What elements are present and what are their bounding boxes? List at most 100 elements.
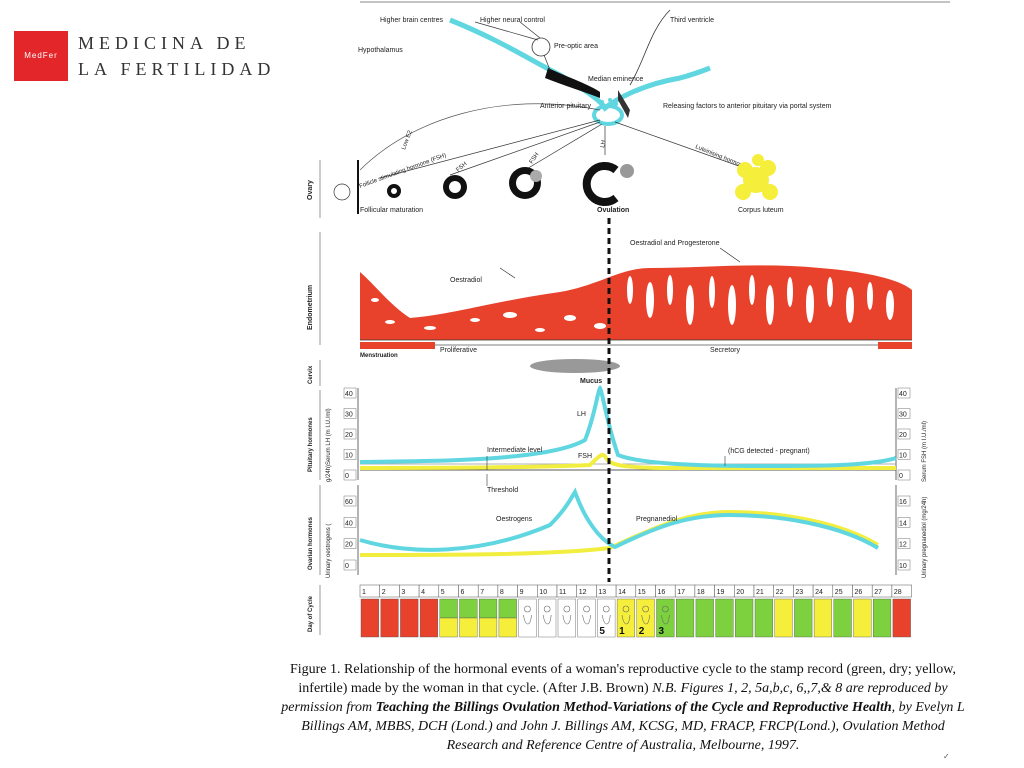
mucus-label: Mucus	[580, 378, 602, 385]
stamp-green	[676, 598, 695, 638]
caption-book-title: Teaching the Billings Ovulation Method-V…	[375, 700, 892, 715]
day-number: 13	[598, 589, 606, 596]
stamp-baby	[518, 598, 537, 638]
stamp-baby	[636, 598, 655, 638]
pituitary-y-left-label: g/24h)Serum LH (m I.U./ml)	[326, 408, 332, 482]
baby-icon-body	[601, 614, 611, 625]
ovarian-right-tick-box	[897, 538, 911, 549]
low-e2-label: Low E2	[401, 129, 414, 150]
pituitary-y-right-label: Serum FSH (m I.U./ml)	[922, 421, 928, 482]
caption-part-4: , by Evelyn L Billings AM, MBBS, DCH (Lo…	[301, 700, 965, 753]
lh-curve	[359, 385, 897, 469]
stamp-green	[695, 598, 714, 638]
day-number: 20	[736, 589, 744, 596]
stamp-green	[873, 598, 892, 638]
stamp-red	[400, 598, 419, 638]
ovarian-right-tick-label: 16	[899, 499, 907, 506]
baby-icon-body	[582, 614, 591, 625]
pituitary-right-tick-box	[897, 428, 911, 440]
corpus-luteum-icon	[735, 154, 778, 200]
pituitary-left-tick-label: 40	[345, 391, 353, 398]
ovarian-right-tick-box	[897, 495, 911, 507]
higher-neural-control-label: Higher neural control	[480, 17, 545, 24]
oestradiol-progesterone-label: Oestradiol and Progesterone	[630, 240, 720, 247]
stamp-yellow	[498, 617, 517, 638]
pituitary-left-tick-label: 0	[345, 473, 349, 480]
stamp-mark: 5	[599, 626, 605, 637]
stamp-green	[735, 598, 754, 638]
ovarian-y-right-label: Urinary pregnanediol (mg/24h)	[922, 497, 928, 578]
fsh-label: FSH	[578, 453, 592, 460]
stamp-yellow	[853, 598, 872, 638]
fsh-curve	[359, 452, 896, 470]
lh-label-top: LH	[600, 140, 607, 149]
stamp-mark: 1	[619, 626, 625, 637]
stamp-yellow	[813, 598, 832, 638]
pituitary-section: Pituitary hormones g/24h)Serum LH (m I.U…	[308, 385, 928, 494]
endometrium-shape	[360, 265, 912, 340]
brand-name-line-2: LA FERTILIDAD	[78, 59, 276, 79]
releasing-factors-label: Releasing factors to anterior pituitary …	[663, 103, 832, 110]
day-number: 12	[579, 589, 587, 596]
menstruation-bar	[360, 342, 435, 349]
baby-icon	[583, 605, 590, 613]
brand-logo-text: MedFer	[24, 51, 58, 60]
fsh-label-3: FSH	[529, 152, 541, 165]
stamp-yellow	[478, 617, 498, 638]
cervix-section: Cervix Mucus	[308, 359, 620, 386]
menstruation-bar-end	[878, 342, 912, 349]
pituitary-left-tick-label: 10	[345, 453, 353, 460]
oestradiol-label: Oestradiol	[450, 277, 482, 284]
stamp-green	[833, 598, 852, 638]
pituitary-right-tick-box	[897, 449, 911, 460]
baby-icon-body	[641, 614, 650, 625]
stamp-yellow	[459, 617, 478, 638]
reproductive-cycle-diagram: Higher brain centres Higher neural contr…	[307, 1, 950, 638]
ovarian-right-tick-box	[897, 517, 911, 528]
anterior-pituitary-label: Anterior pituitary	[540, 103, 591, 110]
pituitary-left-tick-label: 20	[345, 432, 353, 439]
pituitary-right-tick-box	[897, 469, 911, 481]
pituitary-right-tick-box	[897, 408, 911, 419]
fsh-label-2: FSH	[455, 161, 468, 173]
day-number: 28	[894, 589, 902, 596]
day-number: 5	[441, 589, 445, 596]
mucus-shape	[530, 359, 620, 373]
baby-icon	[543, 605, 551, 613]
pituitary-left-tick-box	[343, 408, 357, 419]
stamp-green	[754, 598, 773, 638]
pituitary-left-tick-box	[343, 387, 357, 399]
day-number: 18	[697, 589, 705, 596]
stamp-green	[459, 598, 478, 619]
day-number: 15	[638, 589, 646, 596]
baby-icon-body	[562, 614, 572, 625]
ovarian-row-label: Ovarian hormones	[308, 516, 314, 570]
corpus-luteum-label: Corpus luteum	[738, 207, 784, 214]
ovarian-right-tick-label: 12	[899, 542, 907, 549]
lh-label: LH	[577, 411, 586, 418]
ovarian-left-tick-box	[343, 495, 357, 507]
stamp-baby	[538, 598, 557, 638]
pituitary-left-tick-label: 30	[345, 412, 353, 419]
third-ventricle-label: Third ventricle	[670, 17, 714, 24]
stamp-red	[360, 598, 379, 638]
brand-name-line-1: MEDICINA DE	[78, 33, 251, 53]
stamp-green	[478, 598, 498, 619]
pituitary-left-tick-box	[343, 449, 357, 460]
brand-logo: MedFer	[14, 31, 68, 81]
stamp-yellow	[774, 598, 793, 638]
cervix-row-label: Cervix	[308, 365, 314, 384]
baby-icon	[622, 605, 630, 613]
stamp-green	[498, 598, 517, 619]
ventricle-curve	[449, 17, 711, 112]
stamp-baby	[597, 598, 616, 638]
stamp-red	[419, 598, 438, 638]
pregnanediol-label: Pregnanediol	[636, 516, 678, 523]
secretory-label: Secretory	[710, 347, 740, 354]
stamp-baby	[557, 598, 576, 638]
higher-brain-centres-label: Higher brain centres	[380, 17, 444, 24]
intermediate-level-label: Intermediate level	[487, 447, 543, 454]
endometrium-section: Endometrium Oestradiol Oestradiol and Pr…	[307, 232, 912, 359]
pituitary-right-tick-label: 30	[899, 412, 907, 419]
ovarian-left-tick-box	[343, 559, 357, 571]
